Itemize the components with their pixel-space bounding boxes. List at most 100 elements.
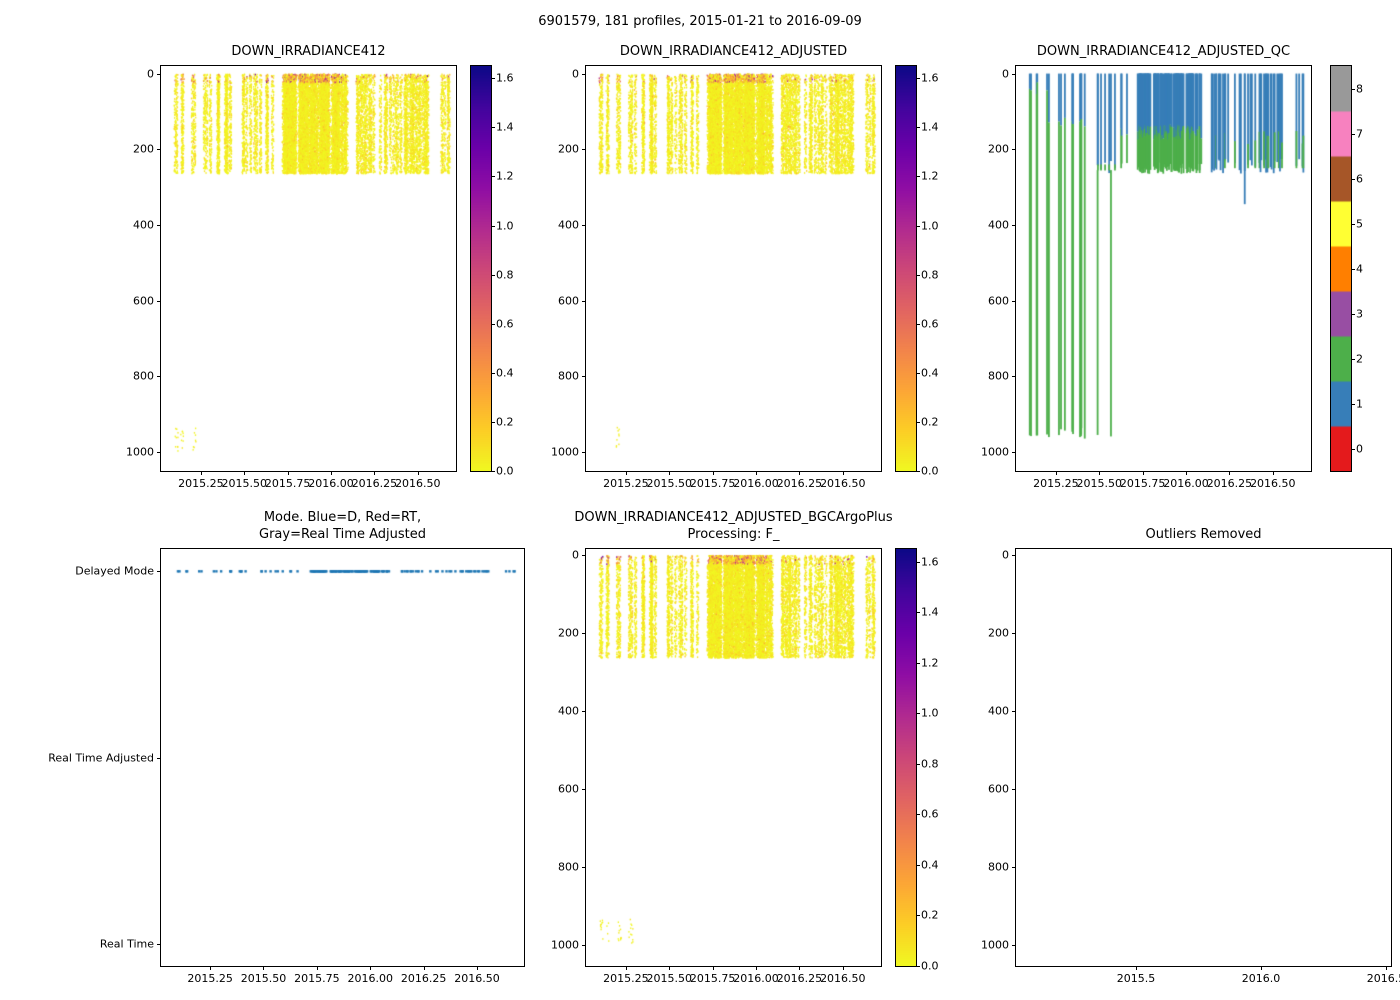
colorbar-tick-label: 0.0 xyxy=(921,464,939,478)
y-tick-mark xyxy=(1012,149,1016,151)
colorbar-tick-mark xyxy=(916,78,920,80)
plot-mode: Mode. Blue=D, Red=RT, Gray=Real Time Adj… xyxy=(48,510,525,985)
qc-canvas xyxy=(1016,66,1311,471)
colorbar-discrete xyxy=(1331,66,1351,471)
colorbar-qc-flags: 0 1 2 3 4 5 6 7 8 xyxy=(1330,65,1363,472)
colorbar-gradient xyxy=(471,66,491,471)
colorbar-tick-label: 1.2 xyxy=(921,656,939,670)
y-tick-mark xyxy=(157,452,161,454)
y-tick-mark xyxy=(582,710,586,712)
y-tick-label: 1000 xyxy=(551,445,579,459)
y-tick-label: 600 xyxy=(133,294,154,308)
x-tick-mark xyxy=(625,471,627,475)
x-tick-label: 2015.25 xyxy=(178,477,224,490)
y-tick-mark xyxy=(582,554,586,556)
x-tick-mark xyxy=(712,966,714,970)
x-tick-mark xyxy=(244,471,246,475)
y-tick-mark xyxy=(582,376,586,378)
y-tick-label: 0 xyxy=(572,548,579,562)
x-tick-label: 2016.50 xyxy=(1250,477,1296,490)
x-tick-mark xyxy=(669,471,671,475)
colorbar-tick-mark xyxy=(491,471,495,472)
colorbar-tick-label: 1.4 xyxy=(921,120,939,134)
x-tick-mark xyxy=(1142,471,1144,475)
x-tick-mark xyxy=(1055,471,1057,475)
subplot-title: Mode. Blue=D, Red=RT, Gray=Real Time Adj… xyxy=(259,510,426,543)
plot-outliers-removed: Outliers Removed 2015.5 2016.0 2016.5 0 200 4… xyxy=(981,527,1400,985)
colorbar-tick-label: 8 xyxy=(1356,82,1363,95)
x-tick-mark xyxy=(625,966,627,970)
colorbar-tick-mark xyxy=(916,662,920,664)
colorbar-tick-label: 0.0 xyxy=(496,464,514,478)
colorbar-tick-mark xyxy=(916,274,920,276)
colorbar-tick-mark xyxy=(491,274,495,276)
y-tick-label: 800 xyxy=(558,369,579,383)
y-tick-mark xyxy=(1012,376,1016,378)
colorbar-tick-mark xyxy=(491,127,495,129)
y-tick-label: 400 xyxy=(988,704,1009,718)
colorbar-tick-mark xyxy=(491,323,495,325)
plot-down-irradiance412-adjusted: DOWN_IRRADIANCE412_ADJUSTED 2015.25 2015.… xyxy=(551,44,882,490)
colorbar-tick-label: 0.0 xyxy=(921,959,939,973)
y-tick-label: 200 xyxy=(558,626,579,640)
y-tick-mark xyxy=(582,632,586,634)
x-tick-label: 2015.50 xyxy=(646,477,693,490)
x-tick-label: 2016.00 xyxy=(1163,477,1209,490)
x-tick-label: 2015.75 xyxy=(294,972,340,985)
colorbar-tick-mark xyxy=(916,176,920,178)
y-tick-mark xyxy=(582,788,586,790)
y-tick-mark xyxy=(1012,788,1016,790)
y-tick-mark xyxy=(1012,710,1016,712)
y-tick-mark xyxy=(582,944,586,946)
colorbar-tick-mark xyxy=(916,127,920,129)
y-tick-mark xyxy=(582,452,586,454)
colorbar-tick-label: 3 xyxy=(1356,307,1363,320)
y-tick-label: 200 xyxy=(988,142,1009,156)
y-tick-label: 800 xyxy=(558,860,579,874)
y-tick-mark xyxy=(157,943,161,945)
colorbar-tick-label: 1.0 xyxy=(921,706,939,720)
y-tick-mark xyxy=(1012,554,1016,556)
y-tick-label: 200 xyxy=(133,142,154,156)
y-tick-label: 0 xyxy=(1002,67,1009,81)
colorbar-tick-mark xyxy=(916,471,920,472)
colorbar-tick-mark xyxy=(916,323,920,325)
scatter-canvas xyxy=(586,66,881,471)
x-tick-label: 2015.25 xyxy=(603,477,649,490)
x-tick-mark xyxy=(1386,966,1387,970)
y-tick-mark xyxy=(157,300,161,302)
colorbar-tick-mark xyxy=(1351,88,1355,90)
x-tick-label: 2015.50 xyxy=(240,972,287,985)
x-tick-label: 2015.50 xyxy=(646,972,693,985)
subplot-title: DOWN_IRRADIANCE412_ADJUSTED xyxy=(619,44,848,60)
colorbar-tick-label: 0.8 xyxy=(921,757,939,771)
colorbar-gradient xyxy=(896,549,916,966)
x-tick-mark xyxy=(331,471,333,475)
y-tick-mark xyxy=(157,757,161,759)
x-tick-mark xyxy=(423,966,425,970)
plot-down-irradiance412-adjusted-qc: DOWN_IRRADIANCE412_ADJUSTED_QC 2015.25 20… xyxy=(981,44,1312,490)
y-tick-label: 200 xyxy=(558,142,579,156)
x-tick-label: 2016.50 xyxy=(820,477,866,490)
subplot-title: DOWN_IRRADIANCE412_ADJUSTED_QC xyxy=(1036,44,1291,60)
colorbar-tick-label: 1.6 xyxy=(496,71,514,85)
x-tick-mark xyxy=(1136,966,1137,970)
colorbar-tick-mark xyxy=(916,763,920,765)
x-tick-label: 2016.50 xyxy=(820,972,866,985)
x-tick-mark xyxy=(417,471,419,475)
colorbar-tick-mark xyxy=(1351,403,1355,405)
x-tick-label: 2016.00 xyxy=(308,477,354,490)
colorbar-tick-label: 6 xyxy=(1356,172,1363,185)
colorbar-tick-label: 0.4 xyxy=(921,366,939,380)
y-tick-label: 1000 xyxy=(981,445,1009,459)
x-tick-mark xyxy=(1261,966,1262,970)
x-tick-label: 2016.00 xyxy=(733,477,779,490)
y-tick-label: 0 xyxy=(572,67,579,81)
y-tick-label: 1000 xyxy=(981,938,1009,952)
y-tick-mark xyxy=(582,224,586,226)
scatter-canvas xyxy=(586,549,881,966)
y-tick-label: 0 xyxy=(1002,548,1009,562)
x-tick-label: 2015.25 xyxy=(1033,477,1079,490)
colorbar-gradient xyxy=(896,66,916,471)
colorbar-tick-label: 1.4 xyxy=(921,605,939,619)
